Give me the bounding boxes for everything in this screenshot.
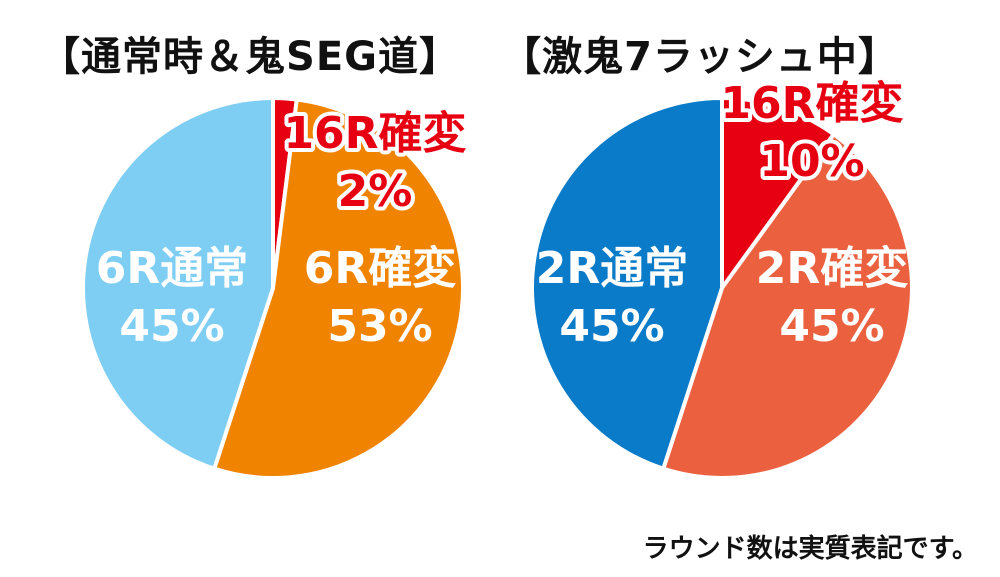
slice-name-label: 6R確変 — [304, 243, 457, 294]
chart-title: 【激鬼7ラッシュ中】 — [501, 34, 899, 80]
slice-percent-label: 45% — [559, 301, 664, 352]
slice-percent-label: 53% — [327, 301, 432, 352]
pie-slice-16r-kakuhen — [720, 95, 837, 295]
pie-chart-normal: 【通常時＆鬼SEG道】 16R確変 2% 6R確変 53% 6R通常 45% — [0, 0, 500, 530]
footnote: ラウンド数は実質表記です。 — [642, 534, 978, 564]
slice-name-label: 2R通常 — [536, 243, 689, 294]
pie-slice-2r-kakuhen — [660, 131, 914, 480]
pie-chart-svg: 16R確変 2% 6R確変 53% 6R通常 45% — [81, 95, 471, 480]
slice-percent-label: 10% — [759, 136, 864, 187]
pie-slice-6r-kakuhen — [211, 97, 465, 480]
pie-slice-6r-tsujo — [81, 95, 275, 472]
slice-percent-label: 2% — [338, 166, 413, 217]
pie-chart-rush: 【激鬼7ラッシュ中】 16R確変 10% 2R確変 45% 2R通常 45% — [450, 0, 950, 530]
slice-percent-label: 45% — [119, 301, 224, 352]
slice-percent-label: 45% — [779, 301, 884, 352]
slice-name-label: 16R確変 — [283, 108, 466, 159]
slice-name-label: 16R確変 — [720, 78, 903, 129]
pie-slice-2r-tsujo — [530, 95, 724, 472]
pie-chart-svg: 16R確変 10% 2R確変 45% 2R通常 45% — [530, 74, 914, 480]
slice-name-label: 2R確変 — [756, 243, 909, 294]
slice-name-label: 6R通常 — [96, 243, 249, 294]
chart-title: 【通常時＆鬼SEG道】 — [40, 34, 460, 80]
